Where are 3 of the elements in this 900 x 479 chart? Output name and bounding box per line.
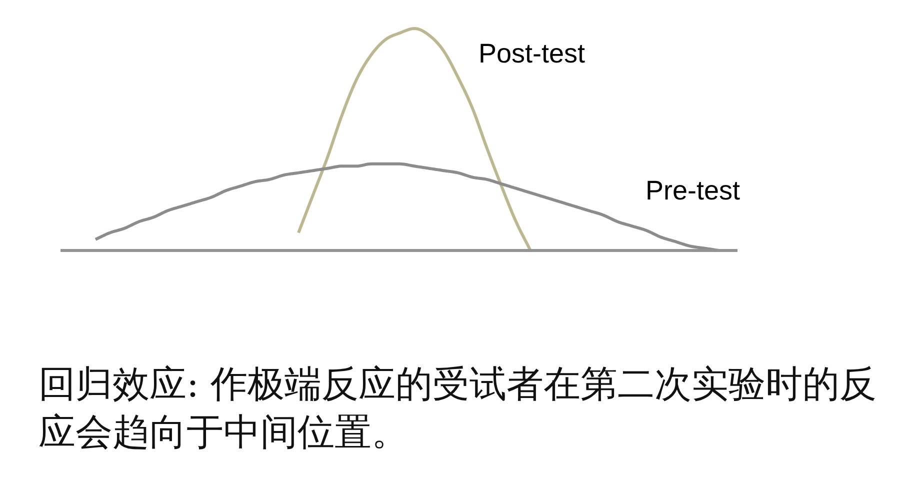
series-label: Post-test	[478, 38, 586, 68]
text: 回归效应: 作极端反应的受试者在第二次实验时的反应会趋向于中间位置。	[38, 362, 877, 454]
series-label: Pre-test	[646, 176, 741, 206]
